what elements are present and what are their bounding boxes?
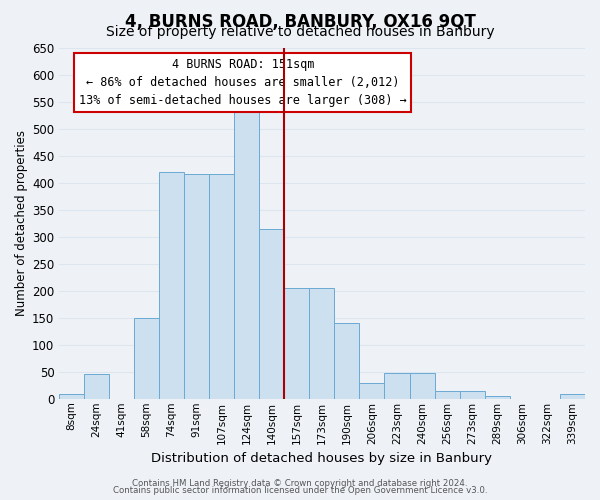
Text: 4, BURNS ROAD, BANBURY, OX16 9QT: 4, BURNS ROAD, BANBURY, OX16 9QT [125, 12, 475, 30]
Bar [385, 373, 410, 399]
Bar [434, 391, 460, 399]
Bar [83, 374, 109, 399]
Bar [259, 228, 284, 399]
Bar [159, 172, 184, 399]
Bar [234, 112, 259, 399]
Bar [410, 373, 434, 399]
Text: Contains public sector information licensed under the Open Government Licence v3: Contains public sector information licen… [113, 486, 487, 495]
Text: Size of property relative to detached houses in Banbury: Size of property relative to detached ho… [106, 25, 494, 39]
Bar [359, 382, 385, 399]
Text: Contains HM Land Registry data © Crown copyright and database right 2024.: Contains HM Land Registry data © Crown c… [132, 478, 468, 488]
Bar [209, 174, 234, 399]
Bar [284, 288, 309, 399]
Y-axis label: Number of detached properties: Number of detached properties [15, 130, 28, 316]
Bar [309, 288, 334, 399]
Bar [485, 396, 510, 399]
Bar [460, 391, 485, 399]
Bar [334, 323, 359, 399]
Bar [59, 394, 83, 399]
Bar [134, 318, 159, 399]
X-axis label: Distribution of detached houses by size in Banbury: Distribution of detached houses by size … [151, 452, 492, 465]
Bar [560, 394, 585, 399]
Text: 4 BURNS ROAD: 151sqm
← 86% of detached houses are smaller (2,012)
13% of semi-de: 4 BURNS ROAD: 151sqm ← 86% of detached h… [79, 58, 407, 107]
Bar [184, 174, 209, 399]
